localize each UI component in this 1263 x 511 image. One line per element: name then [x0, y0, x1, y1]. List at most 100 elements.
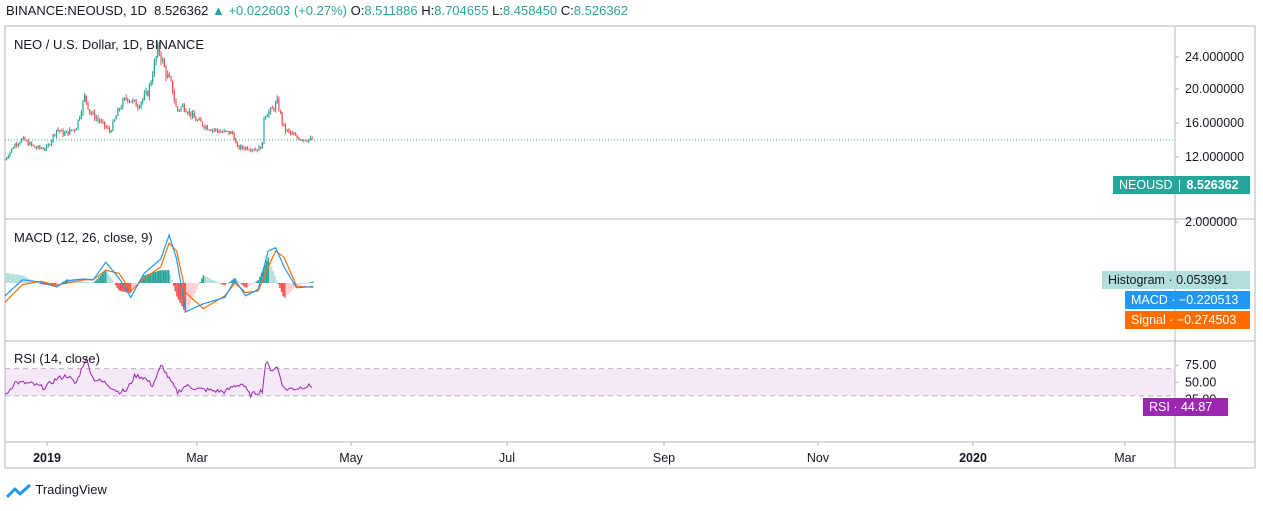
candle-body [57, 129, 59, 131]
signal-label-name: Signal [1131, 313, 1166, 327]
histogram-bar [287, 283, 289, 295]
candle-body [250, 149, 252, 151]
candle-body [270, 108, 272, 112]
candle-body [67, 131, 69, 135]
price-pane[interactable] [4, 41, 1175, 161]
candle-body [112, 121, 114, 132]
histogram-bar [16, 274, 19, 283]
histogram-bar [98, 277, 100, 283]
histogram-bar [79, 281, 82, 283]
histogram-bar [154, 271, 157, 283]
close-value: 8.526362 [573, 3, 629, 18]
histogram-bar [83, 281, 85, 283]
time-tick-label: Mar [1114, 451, 1136, 465]
histogram-bar [89, 282, 92, 284]
candle-body [79, 117, 81, 120]
histogram-bar [184, 283, 187, 313]
histogram-bar [189, 283, 192, 304]
histogram-bar [86, 282, 89, 283]
price-tick-label: 20.000000 [1185, 82, 1244, 96]
candle-body [24, 137, 26, 141]
histogram-bar [177, 283, 180, 300]
histogram-bar [250, 283, 253, 285]
macd-line [4, 233, 314, 313]
high-value: 8.704655 [434, 3, 489, 18]
candle-body [198, 119, 200, 121]
time-tick-label: 2019 [33, 451, 61, 465]
candle-body [172, 80, 174, 93]
histogram-bar [171, 280, 173, 283]
histogram-bar [99, 275, 102, 283]
candle-body [271, 108, 273, 109]
candle-body [294, 134, 297, 136]
symbol-header: BINANCE:NEOUSD, 1D 8.526362 ▲ +0.022603 … [6, 3, 628, 18]
signal-line [4, 241, 314, 310]
candle-body [32, 144, 34, 146]
candle-body [59, 130, 61, 132]
candle-body [309, 137, 311, 140]
histogram-bar [78, 280, 80, 283]
histogram-bar [18, 274, 21, 283]
candle-body [85, 95, 87, 102]
candle-body [228, 131, 230, 134]
candle-body [268, 111, 270, 116]
histogram-bar [60, 283, 62, 284]
histogram-bar [111, 280, 113, 283]
candle-body [123, 97, 126, 100]
candle-body [253, 149, 255, 151]
histogram-bar [211, 279, 213, 283]
candle-body [246, 147, 248, 150]
candle-body [89, 109, 91, 113]
histogram-bar [284, 283, 286, 298]
histogram-bar [192, 283, 195, 297]
candle-body [299, 139, 302, 141]
candle-body [289, 131, 292, 134]
histogram-bar [202, 275, 205, 283]
candle-body [109, 128, 111, 132]
histogram-bar [224, 283, 226, 286]
histogram-bar [197, 283, 200, 286]
candle-body [143, 93, 145, 99]
rsi-tick-label: 75.00 [1185, 358, 1216, 372]
rsi-pane[interactable] [4, 356, 1175, 399]
histogram-bar [10, 273, 12, 283]
candle-body [107, 127, 109, 129]
histogram-bar [227, 282, 230, 284]
histogram-bar [274, 275, 276, 283]
candle-body [65, 131, 67, 133]
price-tick-label: 2.000000 [1185, 215, 1237, 229]
candle-body [260, 146, 262, 149]
candle-body [97, 118, 99, 120]
candle-body [190, 111, 192, 117]
histogram-bar [149, 273, 152, 283]
histogram-bar [121, 283, 123, 292]
candle-body [84, 95, 86, 102]
histogram-bar [11, 273, 14, 283]
candle-body [120, 107, 122, 109]
candle-body [55, 129, 58, 136]
candle-body [241, 145, 243, 148]
price-pane-title: NEO / U.S. Dollar, 1D, BINANCE [14, 37, 204, 52]
histogram-bar [159, 270, 162, 283]
histogram-bar [304, 283, 306, 284]
histogram-bar [136, 283, 138, 285]
close-label: C: [560, 3, 574, 18]
histogram-bar [289, 283, 291, 293]
candle-body [34, 145, 36, 148]
tradingview-logo[interactable]: TradingView [5, 482, 107, 499]
macd-pane[interactable] [4, 233, 314, 313]
histogram-bar [302, 283, 304, 284]
histogram-bar [217, 282, 220, 283]
histogram-bar [295, 283, 298, 286]
histogram-bar [109, 277, 112, 283]
candle-body [261, 142, 263, 149]
candle-body [265, 116, 267, 119]
candle-body [40, 148, 43, 149]
histogram-bar [93, 282, 95, 283]
signal-label-value: −0.274503 [1176, 313, 1237, 327]
open-label: O: [350, 3, 365, 18]
candle-body [52, 134, 54, 141]
histogram-bar [144, 274, 147, 283]
histogram-bar [259, 276, 261, 283]
